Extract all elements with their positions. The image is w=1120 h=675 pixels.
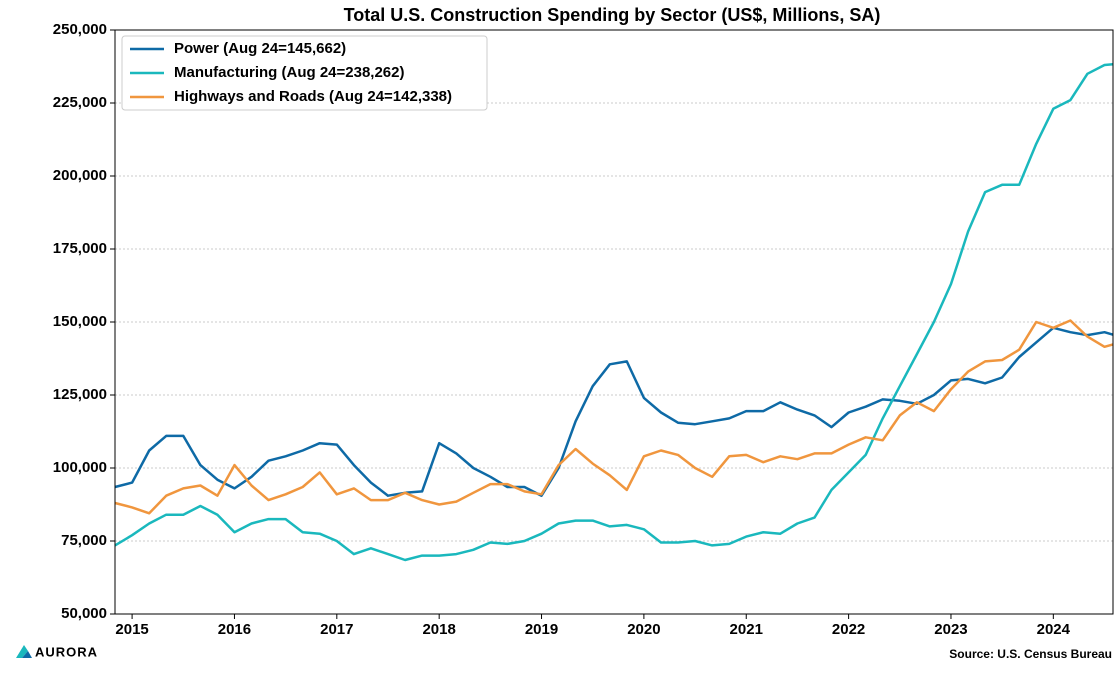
legend-label: Manufacturing (Aug 24=238,262)	[174, 64, 404, 81]
y-tick-label: 125,000	[53, 386, 107, 403]
x-tick-label: 2024	[1037, 621, 1071, 638]
series-line	[114, 63, 1114, 562]
y-tick-label: 100,000	[53, 459, 107, 476]
x-tick-label: 2015	[115, 621, 148, 638]
y-tick-label: 200,000	[53, 167, 107, 184]
legend-label: Power (Aug 24=145,662)	[174, 40, 346, 57]
x-tick-label: 2019	[525, 621, 558, 638]
legend-label: Highways and Roads (Aug 24=142,338)	[174, 88, 452, 105]
y-tick-label: 75,000	[61, 532, 107, 549]
y-tick-label: 175,000	[53, 240, 107, 257]
legend: Power (Aug 24=145,662) Manufacturing (Aug…	[121, 35, 488, 111]
series-line	[114, 319, 1114, 515]
chart-title: Total U.S. Construction Spending by Sect…	[344, 5, 881, 25]
x-tick-label: 2018	[422, 621, 455, 638]
logo-icon	[16, 645, 28, 658]
y-tick-label: 150,000	[53, 313, 107, 330]
y-tick-label: 225,000	[53, 94, 107, 111]
logo-icon	[22, 651, 32, 658]
source: Source: U.S. Census Bureau	[949, 647, 1112, 661]
logo: AURORA	[16, 644, 98, 659]
series-line	[114, 326, 1114, 497]
y-tick-label: 50,000	[61, 605, 107, 622]
plot-frame	[114, 29, 1114, 615]
x-tick-label: 2021	[730, 621, 763, 638]
x-tick-label: 2017	[320, 621, 353, 638]
logo-text: AURORA	[35, 644, 98, 659]
x-tick-label: 2023	[934, 621, 967, 638]
x-tick-label: 2016	[218, 621, 251, 638]
x-tick-label: 2020	[627, 621, 660, 638]
y-tick-label: 250,000	[53, 21, 107, 38]
legend-box	[121, 35, 488, 111]
x-tick-label: 2022	[832, 621, 865, 638]
